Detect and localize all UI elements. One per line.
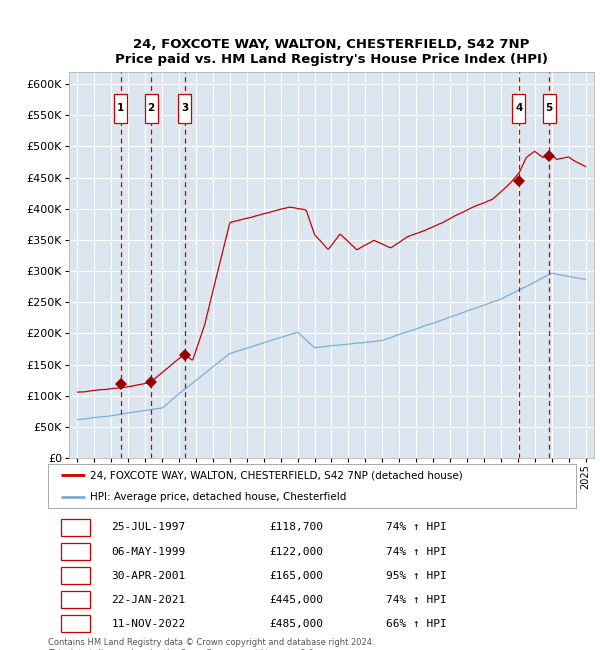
FancyBboxPatch shape bbox=[61, 615, 90, 632]
FancyBboxPatch shape bbox=[512, 94, 525, 123]
Text: 2: 2 bbox=[148, 103, 155, 113]
Text: 3: 3 bbox=[181, 103, 188, 113]
Text: 24, FOXCOTE WAY, WALTON, CHESTERFIELD, S42 7NP (detached house): 24, FOXCOTE WAY, WALTON, CHESTERFIELD, S… bbox=[90, 470, 463, 480]
Text: 74% ↑ HPI: 74% ↑ HPI bbox=[386, 595, 446, 604]
Text: Contains HM Land Registry data © Crown copyright and database right 2024.
This d: Contains HM Land Registry data © Crown c… bbox=[48, 638, 374, 650]
FancyBboxPatch shape bbox=[61, 567, 90, 584]
FancyBboxPatch shape bbox=[115, 94, 127, 123]
Text: 66% ↑ HPI: 66% ↑ HPI bbox=[386, 619, 446, 629]
Text: 1: 1 bbox=[72, 523, 80, 532]
Text: £118,700: £118,700 bbox=[270, 523, 324, 532]
FancyBboxPatch shape bbox=[543, 94, 556, 123]
Text: 1: 1 bbox=[117, 103, 124, 113]
FancyBboxPatch shape bbox=[61, 519, 90, 536]
Text: £122,000: £122,000 bbox=[270, 547, 324, 556]
Text: 5: 5 bbox=[72, 619, 80, 629]
FancyBboxPatch shape bbox=[145, 94, 158, 123]
Text: 30-APR-2001: 30-APR-2001 bbox=[112, 571, 185, 580]
Text: £165,000: £165,000 bbox=[270, 571, 324, 580]
Text: 74% ↑ HPI: 74% ↑ HPI bbox=[386, 523, 446, 532]
Text: 22-JAN-2021: 22-JAN-2021 bbox=[112, 595, 185, 604]
FancyBboxPatch shape bbox=[178, 94, 191, 123]
Text: 11-NOV-2022: 11-NOV-2022 bbox=[112, 619, 185, 629]
Text: 3: 3 bbox=[72, 571, 80, 580]
Text: 95% ↑ HPI: 95% ↑ HPI bbox=[386, 571, 446, 580]
Text: £485,000: £485,000 bbox=[270, 619, 324, 629]
Title: 24, FOXCOTE WAY, WALTON, CHESTERFIELD, S42 7NP
Price paid vs. HM Land Registry's: 24, FOXCOTE WAY, WALTON, CHESTERFIELD, S… bbox=[115, 38, 548, 66]
Text: 5: 5 bbox=[545, 103, 553, 113]
Text: HPI: Average price, detached house, Chesterfield: HPI: Average price, detached house, Ches… bbox=[90, 492, 347, 502]
Text: 2: 2 bbox=[72, 547, 80, 556]
FancyBboxPatch shape bbox=[61, 591, 90, 608]
Text: 74% ↑ HPI: 74% ↑ HPI bbox=[386, 547, 446, 556]
Text: 4: 4 bbox=[72, 595, 80, 604]
Text: 25-JUL-1997: 25-JUL-1997 bbox=[112, 523, 185, 532]
FancyBboxPatch shape bbox=[61, 543, 90, 560]
Text: 4: 4 bbox=[515, 103, 523, 113]
Text: 06-MAY-1999: 06-MAY-1999 bbox=[112, 547, 185, 556]
Text: £445,000: £445,000 bbox=[270, 595, 324, 604]
